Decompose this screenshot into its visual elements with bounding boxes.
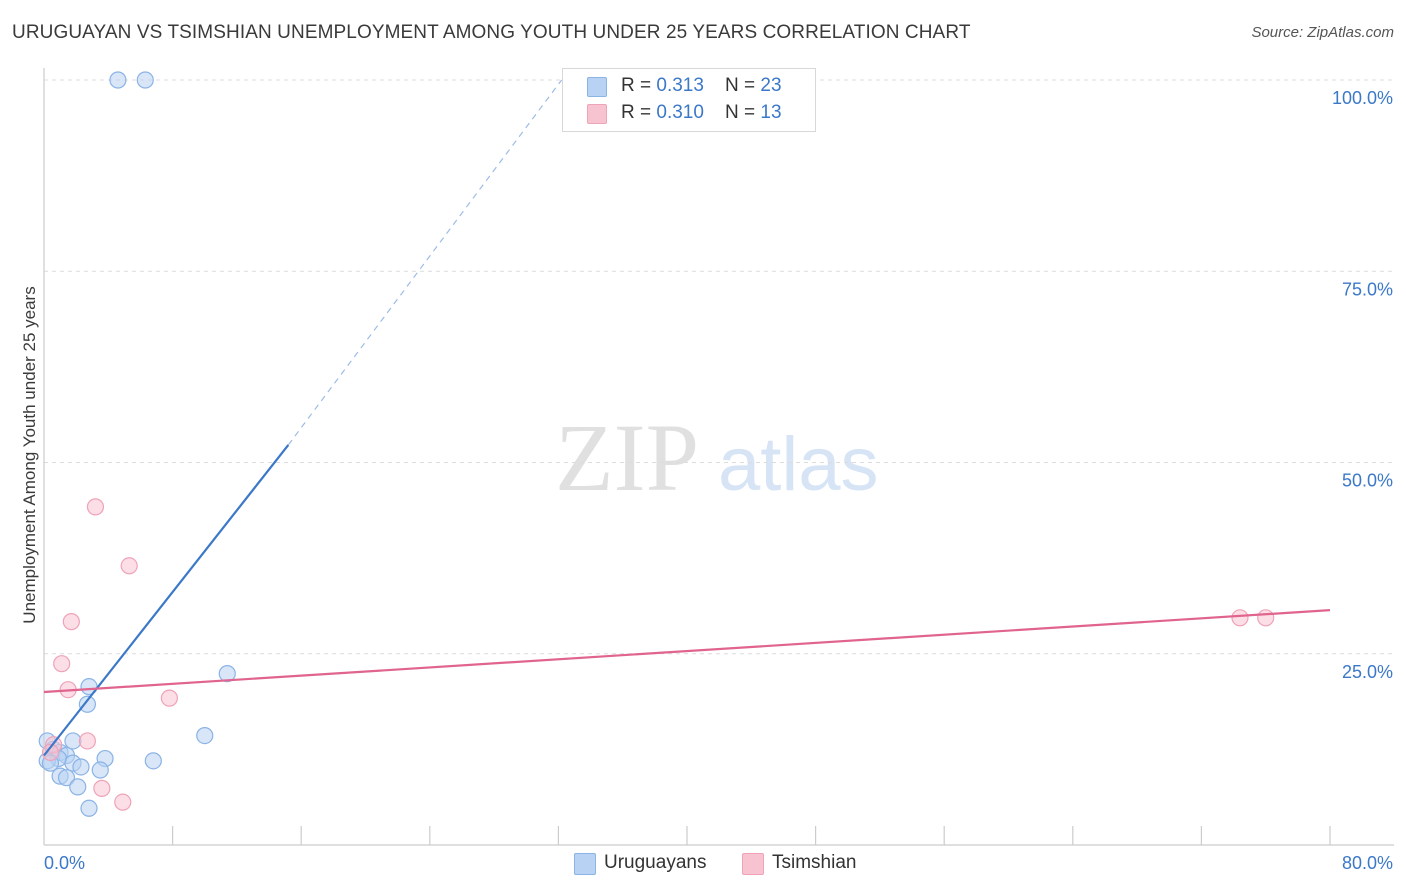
uruguayan-point <box>109 71 127 89</box>
legend-swatch-pink <box>587 104 607 124</box>
legend-n-label: N = <box>725 75 761 96</box>
legend-r-label: R = <box>621 102 657 123</box>
tsimshian-point <box>41 743 60 762</box>
x-tick-label-min: 0.0% <box>44 853 85 873</box>
y-tick-label: 50.0% <box>1342 471 1393 491</box>
uruguayan-point <box>78 695 97 713</box>
tsimshian-point <box>160 689 178 707</box>
uruguayan-point <box>91 761 109 779</box>
legend-r-value: 0.313 <box>656 75 704 96</box>
legend-n-value: 13 <box>760 102 782 123</box>
tsimshian-point <box>62 613 80 631</box>
tsimshian-point <box>86 498 105 516</box>
uruguayan-point <box>136 71 154 89</box>
uruguayan-point <box>64 732 82 750</box>
uruguayan-point <box>80 799 98 817</box>
uruguayan-point <box>57 769 76 787</box>
chart-source: Source: ZipAtlas.com <box>1251 24 1394 41</box>
y-axis-title: Unemployment Among Youth under 25 years <box>20 286 39 624</box>
y-axis-title-wrap: Unemployment Among Youth under 25 years <box>18 80 42 830</box>
series-legend: Uruguayans Tsimshian <box>0 852 1406 878</box>
tsimshian-point <box>1231 609 1249 627</box>
tsimshian-trend-line <box>43 609 1331 694</box>
watermark-atlas: atlas <box>718 422 879 507</box>
watermark-zip: ZIP <box>555 404 699 511</box>
correlation-legend: R = 0.313 N = 23 R = 0.310 N = 13 <box>562 68 816 132</box>
legend-n-value: 23 <box>760 75 782 96</box>
uruguayan-point <box>196 727 214 745</box>
chart-title: URUGUAYAN VS TSIMSHIAN UNEMPLOYMENT AMON… <box>12 22 971 43</box>
series-label: Uruguayans <box>604 852 707 873</box>
x-tick-label-max: 80.0% <box>1342 853 1393 873</box>
tsimshian-point <box>120 557 138 575</box>
tsimshian-point <box>53 655 71 673</box>
uruguayan-point <box>69 778 87 796</box>
tsimshian-point <box>1257 609 1275 627</box>
y-tick-label: 75.0% <box>1342 279 1393 299</box>
uruguayan-point <box>144 752 162 770</box>
legend-r-label: R = <box>621 75 657 96</box>
tsimshian-point <box>93 779 111 797</box>
tsimshian-point <box>114 793 132 811</box>
series-label: Tsimshian <box>772 852 857 873</box>
uruguayan-point <box>218 665 236 683</box>
legend-swatch-blue <box>574 853 596 875</box>
y-tick-label: 25.0% <box>1342 662 1393 682</box>
uruguayan-trend-line <box>43 444 290 757</box>
legend-n-label: N = <box>725 102 761 123</box>
uruguayan-trend-extension <box>287 79 563 446</box>
legend-r-value: 0.310 <box>656 102 704 123</box>
uruguayan-point <box>72 758 90 776</box>
tsimshian-point <box>78 732 97 750</box>
y-tick-label: 100.0% <box>1332 88 1393 108</box>
legend-swatch-blue <box>587 77 607 97</box>
legend-swatch-pink <box>742 853 764 875</box>
